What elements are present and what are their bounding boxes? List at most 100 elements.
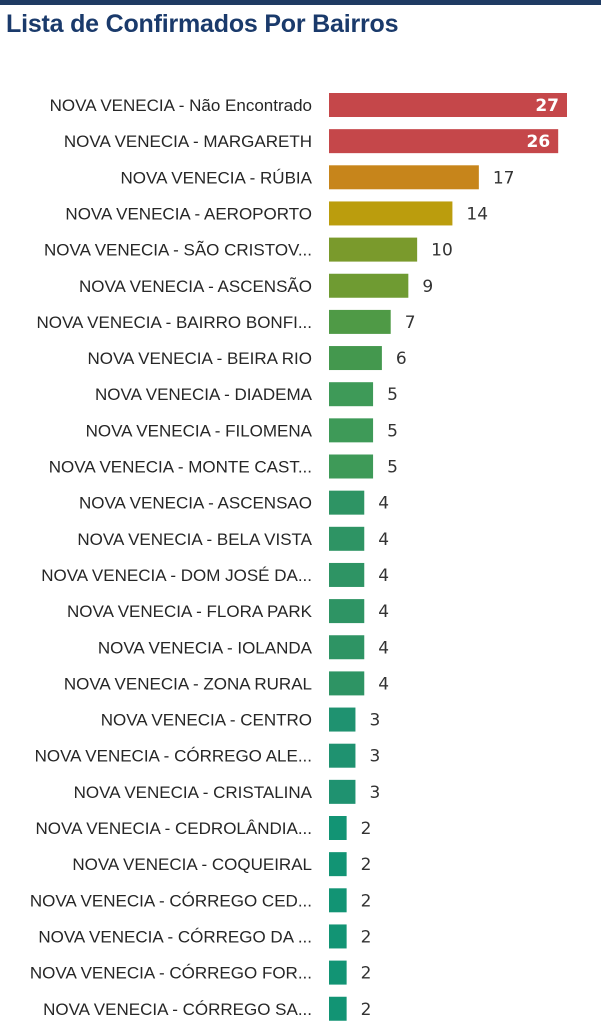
bar-row: NOVA VENECIA - BEIRA RIO 6 [87,346,407,371]
category-label: NOVA VENECIA - FLORA PARK [67,602,313,621]
data-label: 3 [369,783,380,803]
bar[interactable] [329,309,391,334]
category-label: NOVA VENECIA - Não Encontrado [50,96,312,115]
category-label: NOVA VENECIA - BELA VISTA [77,530,312,549]
data-label: 5 [387,421,398,441]
category-label: NOVA VENECIA - ASCENSAO [79,494,312,513]
bar-row: NOVA VENECIA - FILOMENA 5 [86,418,398,443]
data-label: 2 [361,964,372,984]
category-label: NOVA VENECIA - DOM JOSÉ DA... [41,566,312,585]
data-label: 4 [378,530,389,550]
data-label: 2 [361,891,372,911]
bar[interactable] [329,779,356,804]
bar[interactable] [329,671,365,696]
category-label: NOVA VENECIA - CÓRREGO ALE... [35,747,312,766]
bar[interactable] [329,852,347,877]
bar-row: NOVA VENECIA - CÓRREGO FOR... 2 [30,960,372,985]
bar-row: NOVA VENECIA - FLORA PARK 4 [67,599,389,624]
bar-row: NOVA VENECIA - SÃO CRISTOV... 10 [44,237,453,262]
bar[interactable] [329,599,365,624]
bar[interactable] [329,635,365,660]
bar-row: NOVA VENECIA - CRISTALINA 3 [74,779,380,804]
category-label: NOVA VENECIA - RÚBIA [121,168,313,187]
bar[interactable] [329,273,409,298]
category-label: NOVA VENECIA - CÓRREGO SA... [43,1000,312,1019]
bar[interactable] [329,707,356,732]
bar[interactable] [329,924,347,949]
data-label: 14 [466,204,488,224]
bar[interactable] [329,165,479,190]
data-label: 5 [387,385,398,405]
bar-row: NOVA VENECIA - MONTE CAST... 5 [49,454,398,479]
bar-row: NOVA VENECIA - DOM JOSÉ DA... 4 [41,562,389,587]
data-label: 4 [378,638,389,658]
category-label: NOVA VENECIA - CÓRREGO CED... [30,891,312,910]
bar[interactable] [329,526,365,551]
bar-row: NOVA VENECIA - CÓRREGO CED... 2 [30,888,372,913]
bar[interactable] [329,418,374,443]
category-label: NOVA VENECIA - FILOMENA [86,421,313,440]
bar-row: NOVA VENECIA - Não Encontrado 27 [50,93,567,117]
bar-row: NOVA VENECIA - CÓRREGO ALE... 3 [35,743,380,768]
bar[interactable] [329,382,374,407]
data-label: 6 [396,349,407,369]
bar-row: NOVA VENECIA - BAIRRO BONFI... 7 [36,309,416,334]
category-label: NOVA VENECIA - MARGARETH [64,132,312,151]
bar-row: NOVA VENECIA - CÓRREGO DA ... 2 [38,924,372,949]
bar[interactable] [329,201,453,226]
page-title: Lista de Confirmados Por Bairros [6,10,399,38]
data-label: 2 [361,927,372,947]
bar[interactable] [329,888,347,913]
category-label: NOVA VENECIA - ZONA RURAL [64,674,312,693]
category-label: NOVA VENECIA - CRISTALINA [74,783,313,802]
bar-row: NOVA VENECIA - AEROPORTO 14 [65,201,488,226]
data-label: 2 [361,855,372,875]
bar[interactable] [329,562,365,587]
bar[interactable] [329,996,347,1021]
data-label: 2 [361,819,372,839]
bar[interactable] [329,743,356,768]
bar-row: NOVA VENECIA - MARGARETH 26 [64,129,559,154]
category-label: NOVA VENECIA - DIADEMA [95,385,313,404]
bar[interactable] [329,490,365,515]
bar[interactable] [329,346,382,371]
data-label: 4 [378,602,389,622]
data-label: 9 [422,277,433,297]
bar-row: NOVA VENECIA - ASCENSAO 4 [79,490,389,515]
data-label: 4 [378,566,389,586]
data-label: 3 [369,711,380,731]
data-label: 10 [431,241,453,261]
category-label: NOVA VENECIA - CÓRREGO DA ... [38,927,312,946]
category-label: NOVA VENECIA - ASCENSÃO [79,277,312,296]
bar[interactable] [329,93,567,117]
data-label: 7 [405,313,416,333]
bar-row: NOVA VENECIA - CEDROLÂNDIA... 2 [36,816,372,840]
category-label: NOVA VENECIA - MONTE CAST... [49,458,312,477]
bar-row: NOVA VENECIA - IOLANDA 4 [98,635,389,660]
bar-row: NOVA VENECIA - ZONA RURAL 4 [64,671,389,696]
data-label: 17 [493,168,515,188]
header-accent-bar [0,0,601,5]
bar[interactable] [329,129,559,154]
data-label: 3 [369,747,380,767]
bar[interactable] [329,816,347,840]
data-label: 2 [361,1000,372,1020]
bar-row: NOVA VENECIA - RÚBIA 17 [121,165,515,190]
data-label: 26 [527,132,551,152]
category-label: NOVA VENECIA - BAIRRO BONFI... [36,313,312,332]
data-label: 4 [378,494,389,514]
data-label: 4 [378,674,389,694]
category-label: NOVA VENECIA - CEDROLÂNDIA... [36,819,312,838]
category-label: NOVA VENECIA - BEIRA RIO [87,349,312,368]
bar-row: NOVA VENECIA - COQUEIRAL 2 [72,852,372,877]
category-label: NOVA VENECIA - COQUEIRAL [72,855,312,874]
category-label: NOVA VENECIA - IOLANDA [98,638,313,657]
bar[interactable] [329,454,374,479]
bar[interactable] [329,237,418,262]
bar-row: NOVA VENECIA - ASCENSÃO 9 [79,273,433,298]
bar-row: NOVA VENECIA - CÓRREGO SA... 2 [43,996,372,1021]
category-label: NOVA VENECIA - CÓRREGO FOR... [30,964,312,983]
category-label: NOVA VENECIA - SÃO CRISTOV... [44,241,312,260]
bar[interactable] [329,960,347,985]
